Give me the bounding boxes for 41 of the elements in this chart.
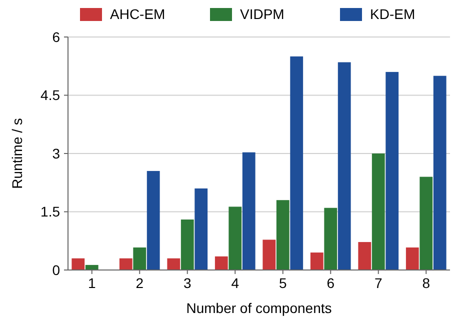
x-axis-title: Number of components xyxy=(186,300,332,316)
x-tick-label: 7 xyxy=(374,275,382,291)
y-tick-label: 1.5 xyxy=(40,204,60,220)
bar xyxy=(310,252,324,270)
bar xyxy=(242,152,256,270)
x-tick-label: 8 xyxy=(422,275,430,291)
bar xyxy=(180,220,194,270)
x-tick-label: 1 xyxy=(88,275,96,291)
bar xyxy=(386,72,399,270)
bar xyxy=(262,240,276,270)
x-tick-label: 6 xyxy=(326,275,335,291)
bar xyxy=(214,256,228,270)
bar xyxy=(338,62,351,270)
bar xyxy=(358,242,372,270)
bar xyxy=(133,247,146,270)
y-tick-label: 6 xyxy=(52,28,60,45)
bar xyxy=(433,76,446,270)
legend-label: VIDPM xyxy=(240,6,284,22)
bar xyxy=(420,176,433,270)
bar xyxy=(167,258,180,270)
y-axis-title: Runtime / s xyxy=(9,118,25,189)
bar xyxy=(276,200,290,270)
bar xyxy=(290,56,304,270)
x-tick-label: 5 xyxy=(278,275,287,291)
bar xyxy=(72,258,85,270)
bar xyxy=(406,247,419,270)
y-tick-label: 0 xyxy=(52,262,60,278)
x-tick-label: 2 xyxy=(136,275,144,291)
bar xyxy=(228,206,242,270)
y-tick-label: 3 xyxy=(52,145,60,162)
y-tick-label: 4.5 xyxy=(40,87,60,104)
bar xyxy=(194,188,208,270)
bar xyxy=(146,170,160,270)
x-tick-label: 3 xyxy=(183,275,192,291)
legend-label: KD-EM xyxy=(370,6,416,22)
bar xyxy=(85,264,98,270)
bar xyxy=(372,154,385,270)
legend-label: AHC-EM xyxy=(110,6,166,22)
bar xyxy=(119,258,132,270)
bar xyxy=(324,208,338,270)
x-tick-label: 4 xyxy=(231,275,240,291)
